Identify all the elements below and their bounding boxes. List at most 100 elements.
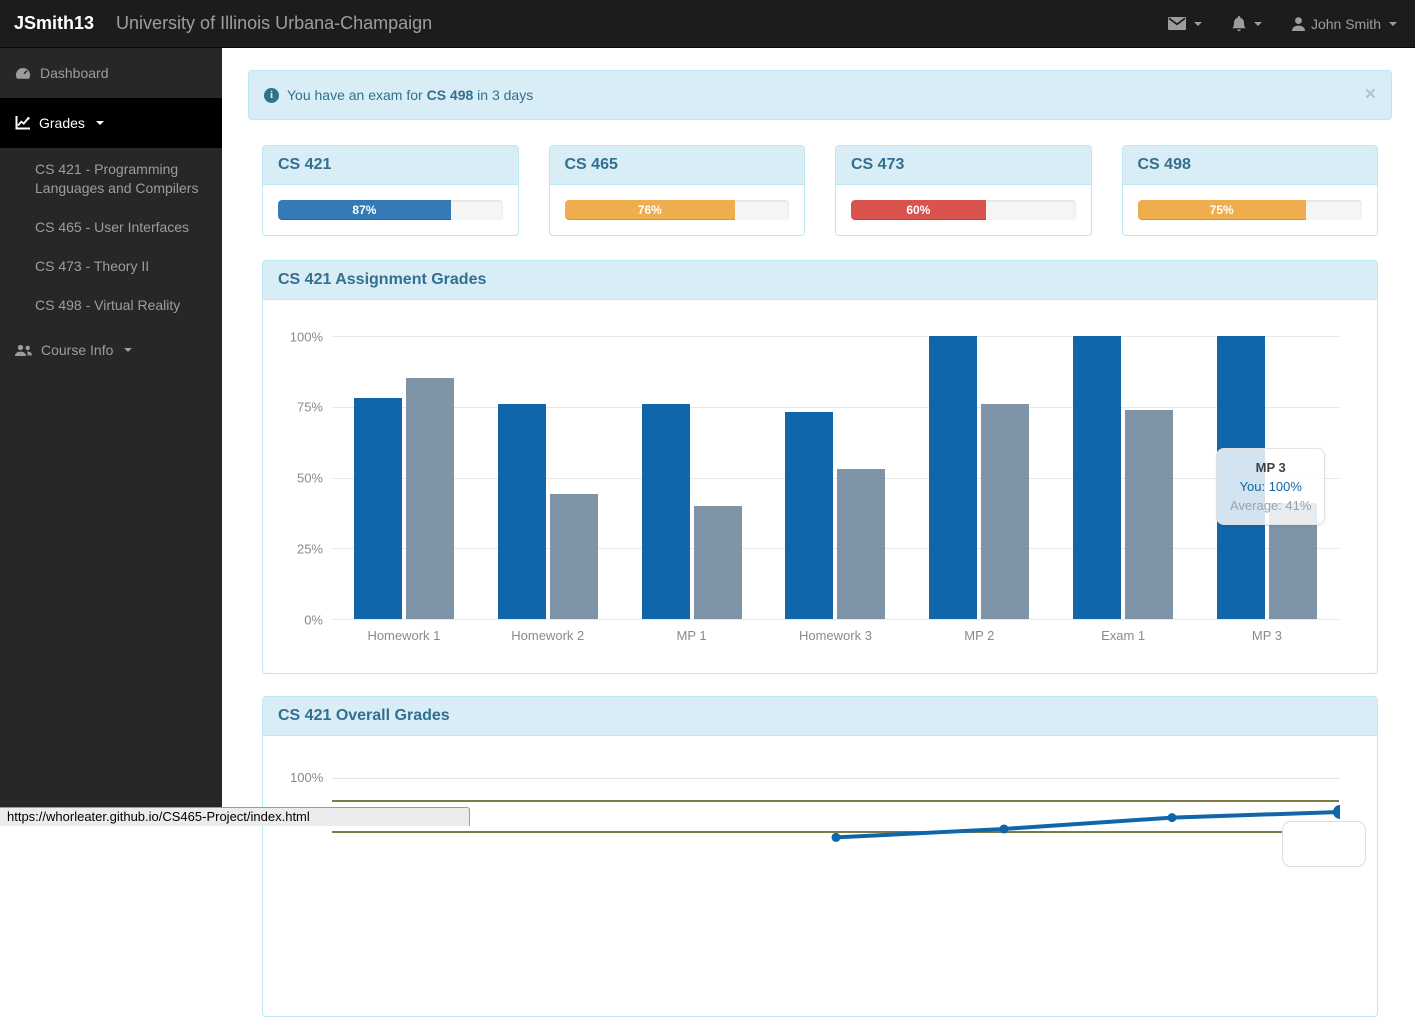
course-card-title[interactable]: CS 498 — [1122, 146, 1377, 185]
close-icon[interactable]: × — [1364, 84, 1376, 105]
gridline: 50% — [297, 471, 1339, 486]
bar-you-2[interactable] — [497, 403, 546, 619]
grades-submenu: CS 421 - Programming Languages and Compi… — [0, 148, 222, 325]
exam-alert: i You have an exam for CS 498 in 3 days … — [248, 70, 1392, 120]
university-title: University of Illinois Urbana-Champaign — [116, 13, 433, 33]
y-tick: 100% — [289, 329, 323, 344]
gridline: 100% — [290, 329, 1339, 344]
top-navbar: JSmith13 University of Illinois Urbana-C… — [0, 0, 1415, 48]
sidebar-item-dashboard[interactable]: Dashboard — [0, 48, 222, 98]
assignment-grades-panel: CS 421 Assignment Grades 100% 75% 50% 25… — [262, 260, 1378, 674]
sidebar-item-grades[interactable]: Grades — [0, 98, 222, 148]
bar-group-1 — [353, 336, 454, 619]
x-axis-label: MP 1 — [676, 628, 707, 643]
bar-group-4 — [785, 336, 886, 619]
caret-down-icon — [1253, 21, 1262, 26]
gridline — [332, 778, 1340, 779]
caret-down-icon — [124, 348, 133, 352]
bar-group-5 — [929, 336, 1030, 619]
caret-down-icon — [1389, 21, 1397, 26]
sidebar-item-cs465[interactable]: CS 465 - User Interfaces — [35, 219, 190, 235]
users-icon — [15, 344, 32, 357]
course-card-cs473: CS 473 60% — [835, 145, 1092, 236]
mail-icon — [1167, 17, 1186, 30]
bar-groups — [332, 336, 1339, 619]
x-axis-label: Homework 3 — [798, 628, 872, 643]
bar-average-5[interactable] — [981, 403, 1030, 619]
alert-text: You have an exam for CS 498 in 3 days — [287, 87, 534, 103]
bell-icon — [1232, 15, 1246, 32]
gridline: 0% — [304, 612, 1339, 627]
tooltip-average-value: Average: 41% — [1230, 498, 1312, 513]
brand[interactable]: JSmith13 — [14, 13, 95, 33]
progress-fill: 60% — [851, 200, 986, 220]
sidebar-item-label: Course Info — [41, 342, 114, 358]
sidebar-item-label: Grades — [39, 115, 85, 131]
gridline: 25% — [297, 541, 1339, 556]
y-tick: 75% — [296, 399, 323, 415]
chart-tooltip: MP 3 You: 100% Average: 41% — [1216, 448, 1326, 525]
bar-group-3 — [641, 336, 742, 619]
bar-chart: 100% 75% 50% 25% 0% MP 3 You: 100% Avera… — [290, 329, 1339, 627]
sidebar-item-course-info[interactable]: Course Info — [0, 325, 222, 375]
progress-bar: 76% — [564, 200, 789, 220]
caret-down-icon — [1193, 21, 1202, 26]
x-axis-labels: Homework 1 Homework 2 MP 1 Homework 3 MP 2 Ex… — [332, 628, 1339, 643]
x-axis-label: Homework 2 — [511, 628, 585, 643]
info-icon: i — [264, 87, 279, 103]
navbar-right: John Smith — [1167, 15, 1415, 32]
bar-group-2 — [497, 336, 598, 619]
progress-fill: 87% — [278, 200, 451, 220]
progress-fill: 76% — [564, 200, 736, 220]
bar-you-1[interactable] — [353, 398, 402, 619]
caret-down-icon — [95, 121, 104, 125]
bar-group-6 — [1073, 336, 1174, 619]
alert-course: CS 498 — [426, 87, 474, 103]
bar-you-6[interactable] — [1073, 336, 1122, 619]
panel-title: CS 421 Overall Grades — [263, 697, 1377, 736]
x-axis-label: Exam 1 — [1101, 628, 1146, 643]
progress-bar: 75% — [1137, 200, 1362, 220]
x-axis-label: MP 2 — [964, 628, 995, 643]
notifications-dropdown[interactable] — [1232, 15, 1262, 32]
x-axis-label: Homework 1 — [367, 628, 441, 643]
sidebar-item-cs421[interactable]: CS 421 - Programming Languages and Compi… — [35, 161, 199, 196]
bar-average-3[interactable] — [693, 505, 742, 619]
browser-status-bar: https://whorleater.github.io/CS465-Proje… — [0, 807, 470, 826]
course-card-title[interactable]: CS 421 — [263, 146, 518, 185]
sidebar-item-label: Dashboard — [40, 65, 109, 81]
x-axis-label: MP 3 — [1251, 628, 1283, 643]
line-chart-icon — [15, 116, 30, 130]
bar-average-6[interactable] — [1125, 409, 1174, 619]
course-card-title[interactable]: CS 465 — [549, 146, 804, 185]
sidebar-item-cs498[interactable]: CS 498 - Virtual Reality — [35, 297, 181, 313]
course-card-title[interactable]: CS 473 — [836, 146, 1091, 185]
y-tick: 25% — [296, 541, 323, 557]
y-tick: 0% — [304, 612, 323, 627]
bar-you-4[interactable] — [785, 412, 834, 619]
messages-dropdown[interactable] — [1167, 17, 1202, 30]
progress-bar: 87% — [278, 200, 503, 220]
dashboard-icon — [15, 66, 31, 80]
bar-you-5[interactable] — [929, 336, 978, 619]
bar-average-2[interactable] — [549, 494, 598, 619]
course-card-cs465: CS 465 76% — [548, 145, 805, 236]
bar-average-4[interactable] — [837, 469, 886, 619]
overall-grades-panel: CS 421 Overall Grades 100% — [262, 696, 1378, 1017]
tooltip-you-value: You: 100% — [1239, 479, 1302, 494]
sidebar: Dashboard Grades CS 421 - Programming La… — [0, 48, 222, 826]
y-tick: 50% — [296, 470, 323, 486]
course-summary-row: CS 421 87% CS 465 76% CS 473 60% — [262, 145, 1378, 236]
panel-title: CS 421 Assignment Grades — [263, 261, 1377, 300]
bar-average-1[interactable] — [405, 378, 454, 619]
overall-line-series — [831, 804, 1340, 842]
chart-tooltip-partial — [1282, 821, 1366, 867]
main-content: i You have an exam for CS 498 in 3 days … — [222, 48, 1415, 1017]
sidebar-item-cs473[interactable]: CS 473 - Theory II — [35, 258, 150, 274]
user-menu[interactable]: John Smith — [1291, 16, 1397, 32]
bar-you-3[interactable] — [641, 403, 690, 619]
y-tick: 100% — [290, 770, 324, 785]
course-card-cs498: CS 498 75% — [1121, 145, 1378, 236]
course-card-cs421: CS 421 87% — [262, 145, 519, 236]
line-chart: 100% — [263, 736, 1377, 1016]
